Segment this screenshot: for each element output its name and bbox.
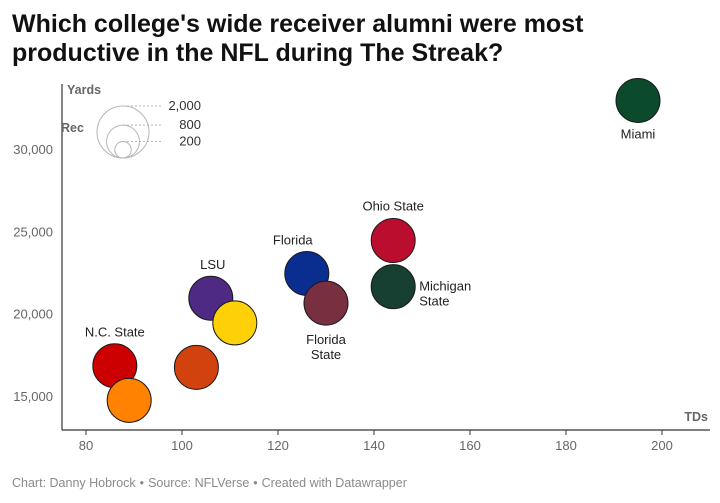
size-legend-label: 2,000 <box>168 98 201 113</box>
x-tick-label: 180 <box>555 438 577 453</box>
y-axis-title: Rec <box>61 121 84 135</box>
y-tick-label: 30,000 <box>13 142 53 157</box>
label-lsu: LSU <box>200 257 225 272</box>
size-legend-circle <box>96 105 150 159</box>
label-florida-state-line: Florida <box>306 332 347 347</box>
label-florida: Florida <box>273 232 314 247</box>
size-legend-label: 800 <box>179 117 201 132</box>
footer-author: Chart: Danny Hobrock <box>12 476 136 490</box>
footer-source: Source: NFLVerse <box>148 476 250 490</box>
size-legend-title: Yards <box>67 83 101 97</box>
footer-created-with: Created with Datawrapper <box>261 476 407 490</box>
label-florida-state-line: State <box>311 347 341 362</box>
x-tick-label: 140 <box>363 438 385 453</box>
chart-title: Which college's wide receiver alumni wer… <box>12 10 584 67</box>
label-michigan-state-line: Michigan <box>419 279 471 294</box>
chart-footer: Chart: Danny Hobrock • Source: NFLVerse • Cr… <box>12 476 407 490</box>
label-michigan-state: Michigan State <box>419 279 471 309</box>
label-miami: Miami <box>621 126 656 141</box>
bubble-miami <box>615 77 661 123</box>
bubble-unlabeled <box>173 344 219 390</box>
y-tick-layer: 15,000 20,000 25,000 30,000 <box>13 142 53 404</box>
y-tick-label: 25,000 <box>13 224 53 239</box>
size-legend-label: 200 <box>179 134 201 149</box>
label-ohio-state: Ohio State <box>362 199 423 214</box>
axis-layer: Rec TDs 80 100 120 140 160 180 200 <box>61 84 710 453</box>
x-tick-label: 100 <box>171 438 193 453</box>
bubble-florida-state <box>303 280 349 326</box>
x-tick-label: 120 <box>267 438 289 453</box>
label-michigan-state-line: State <box>419 294 449 309</box>
y-tick-label: 20,000 <box>13 307 53 322</box>
footer-separator: • <box>139 476 145 490</box>
x-tick-label: 160 <box>459 438 481 453</box>
x-tick-label: 80 <box>79 438 93 453</box>
label-florida-state: Florida State <box>306 332 347 362</box>
data-points <box>92 77 661 423</box>
x-tick-label: 200 <box>651 438 673 453</box>
size-legend: Yards 2,000 800 200 <box>67 83 201 159</box>
label-n-c-state: N.C. State <box>85 325 145 340</box>
x-axis-title: TDs <box>684 410 708 424</box>
footer-separator: • <box>253 476 258 490</box>
bubble-michigan-state <box>370 264 416 310</box>
size-legend-circle <box>114 141 132 159</box>
bubble-unlabeled <box>106 377 152 423</box>
bubble-unlabeled <box>212 300 258 346</box>
bubble-ohio-state <box>370 218 416 264</box>
y-tick-label: 15,000 <box>13 389 53 404</box>
